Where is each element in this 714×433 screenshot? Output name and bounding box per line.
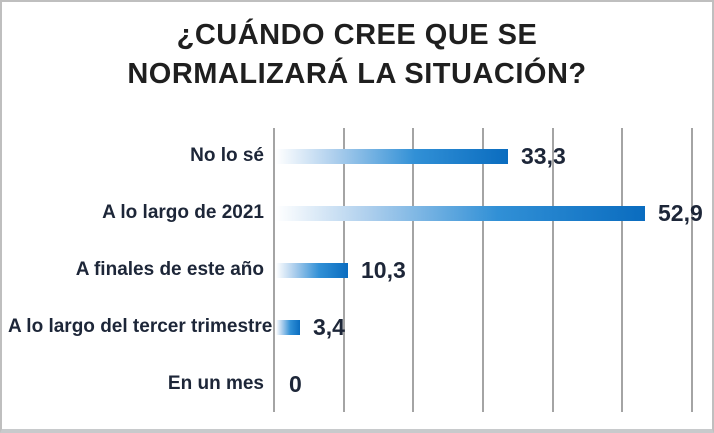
chart-title-line-2: NORMALIZARÁ LA SITUACIÓN?: [127, 58, 587, 90]
bar: [276, 263, 348, 278]
gridline: [551, 128, 554, 412]
chart-title-line-1: ¿CUÁNDO CREE QUE SE: [176, 19, 538, 51]
category-label: A lo largo del tercer trimestre: [8, 315, 273, 337]
bar: [276, 149, 508, 165]
bar: [276, 319, 300, 335]
gridline: [482, 128, 484, 412]
chart-title: ¿CUÁNDO CREE QUE SE NORMALIZARÁ LA SITUA…: [2, 16, 712, 94]
value-label: 10,3: [361, 257, 406, 283]
category-label: No lo sé: [190, 145, 264, 167]
bar: [276, 206, 645, 222]
gridline: [412, 128, 415, 412]
gridline: [273, 128, 275, 412]
value-label: 0: [289, 370, 302, 397]
value-label: 3,4: [313, 313, 345, 340]
value-label: 33,3: [521, 143, 566, 170]
category-label: En un mes: [167, 372, 264, 394]
category-label: A lo largo de 2021: [102, 202, 264, 224]
category-label: A finales de este año: [75, 259, 264, 280]
value-label: 52,9: [658, 200, 703, 227]
gridline: [691, 128, 693, 412]
gridline: [621, 128, 624, 412]
